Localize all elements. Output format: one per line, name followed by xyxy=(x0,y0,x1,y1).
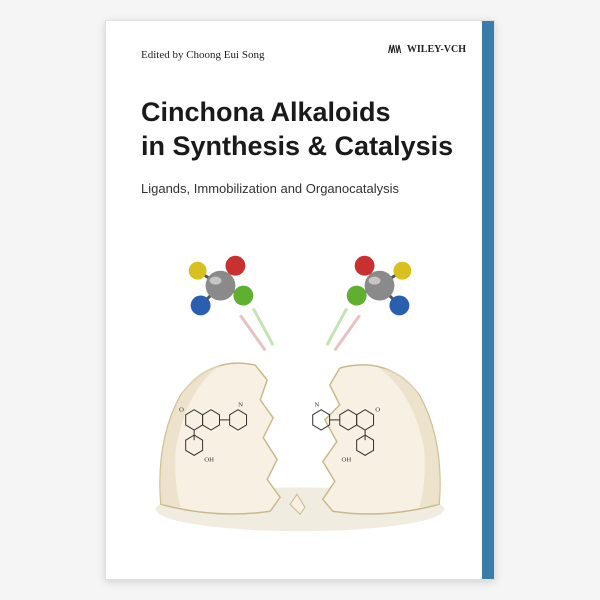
publisher-logo-icon xyxy=(387,43,403,55)
book-cover: Edited by Choong Eui Song WILEY-VCH Cinc… xyxy=(105,20,495,580)
svg-text:OH: OH xyxy=(341,456,351,463)
svg-text:N: N xyxy=(314,401,319,408)
svg-text:O: O xyxy=(375,406,380,413)
cover-illustration: O OH N O OH N xyxy=(126,221,474,549)
editor-prefix: Edited by xyxy=(141,49,183,61)
svg-text:O: O xyxy=(179,406,184,413)
book-subtitle: Ligands, Immobilization and Organocataly… xyxy=(141,181,464,196)
spine-accent-bar xyxy=(482,21,494,579)
title-line-2: in Synthesis & Catalysis xyxy=(141,130,464,164)
egg-half-right: O OH N xyxy=(313,365,440,514)
editor-line: Edited by Choong Eui Song xyxy=(141,49,264,61)
publisher-block: WILEY-VCH xyxy=(387,43,466,55)
editor-name: Choong Eui Song xyxy=(186,49,264,61)
molecule-model-left xyxy=(189,256,254,316)
svg-text:N: N xyxy=(238,401,243,408)
egg-half-left: O OH N xyxy=(160,363,280,514)
svg-text:OH: OH xyxy=(204,456,214,463)
title-line-1: Cinchona Alkaloids xyxy=(141,96,464,130)
book-title: Cinchona Alkaloids in Synthesis & Cataly… xyxy=(141,96,464,164)
publisher-name: WILEY-VCH xyxy=(407,44,466,55)
molecule-model-right xyxy=(347,256,412,316)
